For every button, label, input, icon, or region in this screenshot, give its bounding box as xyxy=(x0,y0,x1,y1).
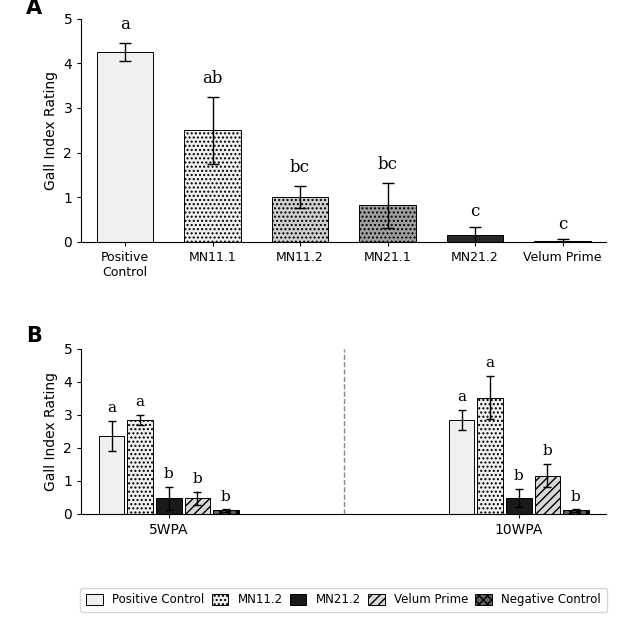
Bar xyxy=(359,206,416,242)
Text: a: a xyxy=(107,401,116,415)
Text: bc: bc xyxy=(378,156,398,173)
Bar xyxy=(478,397,503,514)
Text: b: b xyxy=(192,472,202,486)
Text: A: A xyxy=(26,0,42,18)
Text: c: c xyxy=(471,204,480,220)
Bar xyxy=(156,498,182,514)
Legend: Positive Control, MN11.2, MN21.2, Velum Prime, Negative Control: Positive Control, MN11.2, MN21.2, Velum … xyxy=(81,587,607,612)
Text: bc: bc xyxy=(290,159,310,176)
Bar xyxy=(184,498,210,514)
Text: ab: ab xyxy=(202,70,222,87)
Bar xyxy=(213,511,239,514)
Bar xyxy=(96,52,154,242)
Text: b: b xyxy=(514,469,524,483)
Text: a: a xyxy=(486,356,494,370)
Bar xyxy=(506,498,532,514)
Text: b: b xyxy=(221,490,231,504)
Text: a: a xyxy=(120,16,130,33)
Bar xyxy=(534,241,591,242)
Y-axis label: Gall Index Rating: Gall Index Rating xyxy=(44,372,58,491)
Text: a: a xyxy=(136,396,144,409)
Bar xyxy=(446,235,504,242)
Bar xyxy=(563,511,589,514)
Bar xyxy=(534,476,560,514)
Text: a: a xyxy=(457,390,466,404)
Bar xyxy=(271,197,329,242)
Bar xyxy=(449,420,474,514)
Text: b: b xyxy=(542,444,552,458)
Text: b: b xyxy=(571,490,581,504)
Bar xyxy=(127,420,153,514)
Y-axis label: Gall Index Rating: Gall Index Rating xyxy=(44,71,58,190)
Bar xyxy=(99,436,124,514)
Bar xyxy=(184,130,241,242)
Text: c: c xyxy=(558,215,568,233)
Text: b: b xyxy=(164,467,174,481)
Text: B: B xyxy=(26,326,42,346)
